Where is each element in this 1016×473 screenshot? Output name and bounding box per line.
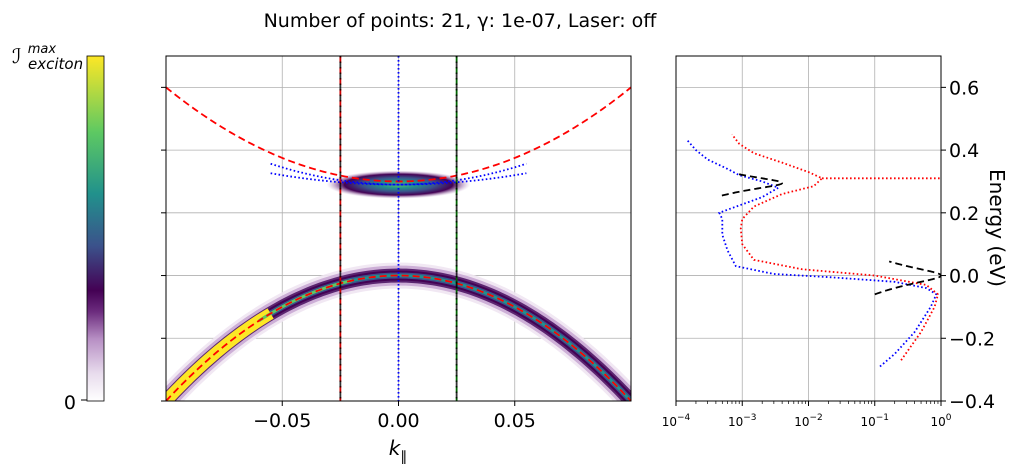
spectrum-series bbox=[731, 133, 939, 361]
y-tick-label: 0.2 bbox=[949, 203, 979, 225]
colorbar-label: ℐ max exciton bbox=[12, 34, 83, 73]
x-tick-label: −0.05 bbox=[253, 410, 311, 432]
colorbar-gradient bbox=[86, 55, 105, 402]
x-tick-label: 0.05 bbox=[494, 410, 536, 432]
y-tick-label: 0.4 bbox=[949, 140, 979, 162]
spectrum-curves bbox=[686, 133, 941, 368]
x-tick-label: 10−3 bbox=[728, 413, 757, 429]
spectrum-panel: 10−4 10−3 10−2 10−1 100−0.4−0.20.00.20.40.6 … bbox=[662, 55, 1009, 429]
figure-title: Number of points: 21, γ: 1e-07, Laser: o… bbox=[264, 10, 658, 32]
dispersion-x-label-sub: ∥ bbox=[400, 449, 407, 465]
colorbar: 0 ℐ max exciton bbox=[12, 34, 105, 414]
x-tick-exponent: −4 bbox=[677, 413, 691, 423]
dispersion-panel: −0.05 0.00 0.05 k∥ bbox=[161, 55, 632, 465]
band-lower-dashed bbox=[166, 274, 631, 401]
spectrum-series bbox=[721, 172, 784, 197]
colorbar-label-sub: exciton bbox=[28, 55, 83, 73]
dispersion-x-label: k∥ bbox=[389, 436, 408, 465]
x-tick-label: 100 bbox=[930, 413, 951, 429]
x-tick-label: 10−2 bbox=[794, 413, 823, 429]
y-tick-label: −0.4 bbox=[949, 391, 995, 413]
dispersion-ticks: −0.05 0.00 0.05 bbox=[161, 86, 536, 432]
x-tick-exponent: −1 bbox=[876, 413, 889, 423]
x-tick-exponent: 0 bbox=[946, 413, 952, 423]
colorbar-min-label: 0 bbox=[64, 392, 76, 414]
colorbar-label-main: ℐ bbox=[12, 44, 21, 68]
x-tick-label: 0.00 bbox=[377, 410, 419, 432]
x-tick-exponent: −2 bbox=[810, 413, 823, 423]
y-tick-label: 0.6 bbox=[949, 77, 979, 99]
fitted-curve bbox=[270, 162, 527, 186]
x-tick-label: 10−4 bbox=[662, 413, 691, 429]
dispersion-curves bbox=[166, 56, 631, 401]
spectrum-series bbox=[874, 260, 941, 296]
y-tick-label: −0.2 bbox=[949, 328, 995, 350]
x-tick-exponent: −3 bbox=[743, 413, 756, 423]
colorbar-label-sup: max bbox=[28, 42, 57, 57]
y-tick-label: 0.0 bbox=[949, 266, 979, 288]
x-tick-label: 10−1 bbox=[860, 413, 889, 429]
spectrum-y-label: Energy (eV) bbox=[985, 169, 1009, 287]
